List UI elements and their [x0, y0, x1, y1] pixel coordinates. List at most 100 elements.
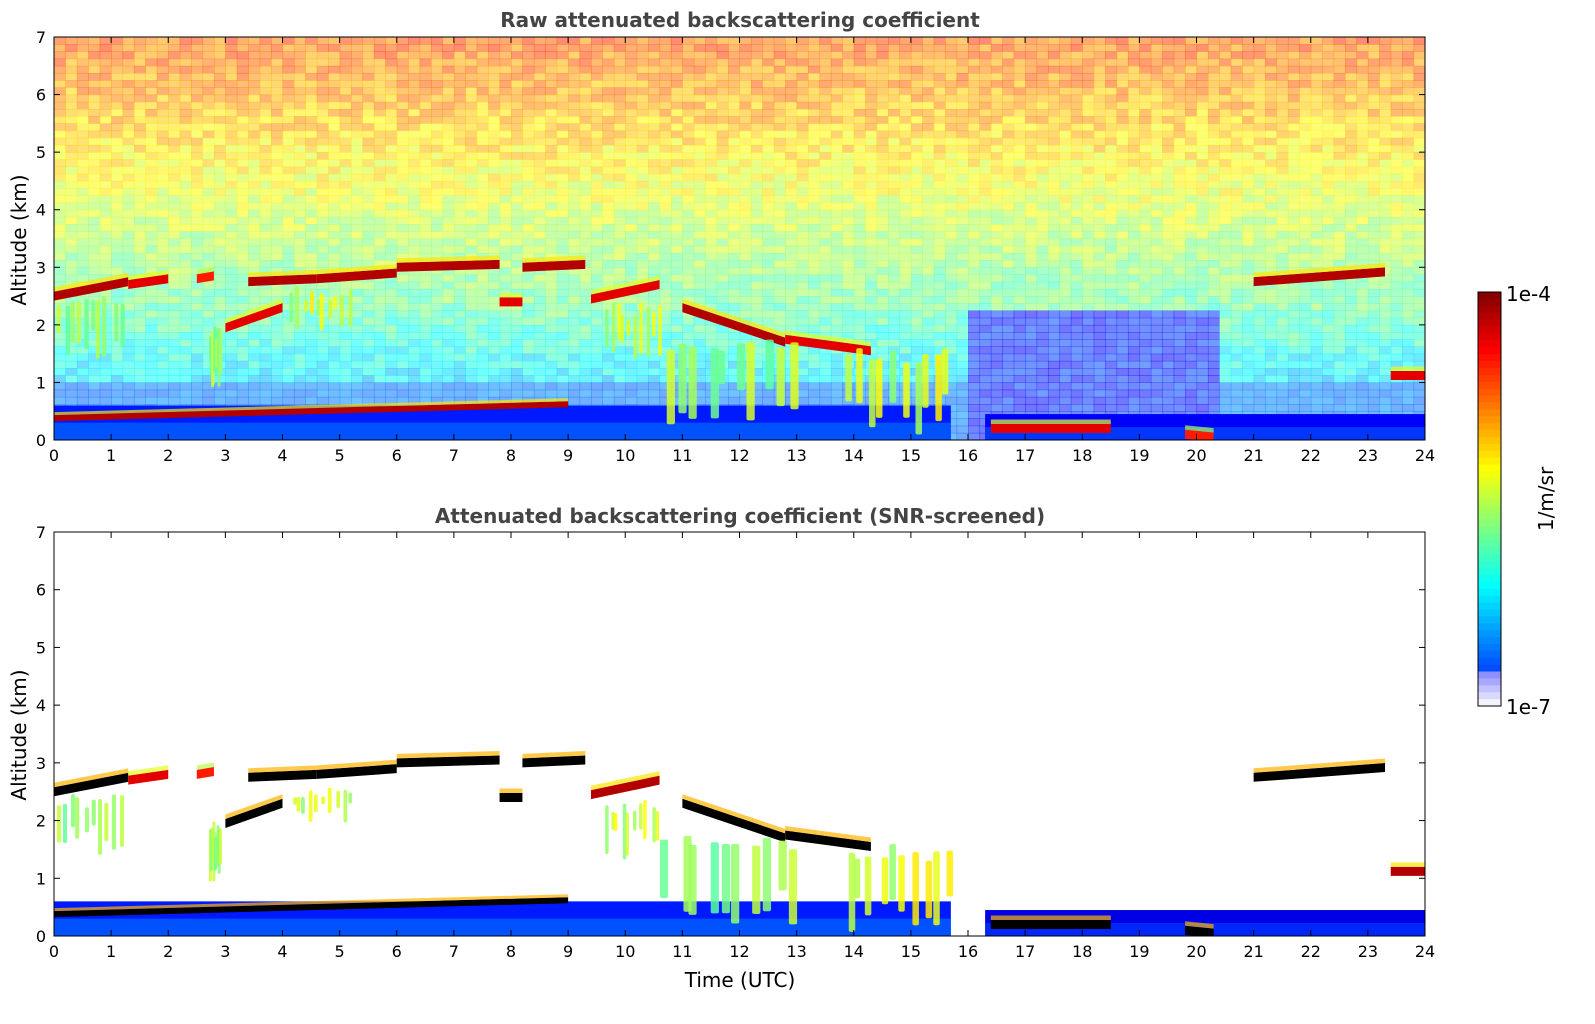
noise-cell [362, 238, 375, 247]
noise-cell [842, 195, 855, 204]
noise-cell [785, 130, 798, 139]
noise-cell [65, 144, 78, 153]
noise-cell [933, 188, 946, 196]
noise-cell [202, 101, 215, 110]
noise-cell [739, 296, 752, 304]
noise-cell [385, 37, 398, 45]
noise-cell [533, 296, 546, 304]
noise-cell [488, 368, 501, 376]
noise-cell [750, 173, 763, 182]
noise-cell [773, 72, 786, 81]
noise-cell [670, 332, 683, 340]
noise-cell [339, 260, 352, 268]
noise-cell [865, 108, 878, 117]
noise-cell [693, 94, 706, 103]
noise-cell [351, 166, 364, 175]
noise-cell [728, 202, 741, 211]
noise-cell [739, 267, 752, 276]
noise-cell [625, 144, 638, 153]
noise-cell [533, 281, 546, 290]
noise-cell [705, 231, 718, 240]
noise-cell [705, 37, 718, 45]
noise-cell [910, 296, 923, 304]
noise-cell [213, 231, 226, 240]
noise-cell [111, 245, 124, 254]
noise-cell [499, 72, 512, 81]
noise-cell [156, 72, 169, 81]
noise-cell [396, 281, 409, 290]
noise-cell [590, 180, 604, 189]
noise-cell [693, 72, 706, 81]
noise-cell [88, 202, 101, 211]
noise-cell [54, 216, 67, 225]
noise-cell [865, 116, 878, 124]
noise-cell [88, 346, 101, 355]
noise-cell [419, 281, 432, 290]
noise-cell [385, 65, 398, 74]
noise-cell [910, 245, 923, 254]
noise-cell [419, 173, 432, 182]
noise-cell [499, 173, 512, 182]
noise-cell [65, 375, 78, 384]
noise-cell [808, 144, 821, 153]
noise-cell [590, 152, 604, 160]
noise-cell [54, 195, 67, 204]
noise-cell [351, 288, 364, 297]
noise-cell [545, 195, 558, 204]
noise-cell [762, 37, 775, 45]
noise-cell [271, 123, 284, 132]
noise-cell [225, 252, 238, 261]
noise-cell [956, 296, 969, 304]
noise-cell [853, 303, 866, 312]
noise-cell [499, 303, 512, 312]
noise-cell [328, 317, 341, 326]
noise-cell [910, 209, 923, 218]
noise-cell [385, 58, 398, 67]
noise-cell [76, 339, 89, 348]
noise-cell [145, 324, 158, 333]
noise-cell [968, 37, 981, 45]
noise-cell [533, 216, 546, 225]
noise-cell [568, 353, 581, 362]
noise-cell [1013, 389, 1026, 398]
noise-cell [945, 51, 958, 60]
noise-cell [762, 188, 775, 196]
noise-cell [590, 209, 604, 218]
noise-cell [876, 202, 889, 211]
noise-cell [351, 245, 364, 254]
noise-cell [933, 108, 946, 117]
noise-cell [1059, 396, 1072, 405]
noise-cell [819, 137, 832, 146]
noise-cell [88, 339, 101, 348]
noise-cell [499, 274, 512, 283]
noise-cell [750, 87, 763, 96]
noise-cell [625, 209, 638, 218]
noise-cell [76, 389, 89, 398]
noise-cell [122, 94, 135, 103]
noise-cell [99, 87, 112, 96]
noise-cell [979, 404, 992, 412]
noise-cell [282, 101, 295, 110]
noise-cell [819, 58, 832, 67]
noise-cell [990, 303, 1003, 312]
noise-cell [590, 324, 604, 333]
noise-cell [202, 152, 215, 160]
noise-cell [670, 72, 683, 81]
noise-cell [533, 346, 546, 355]
noise-cell [659, 353, 672, 362]
noise-cell [1036, 202, 1049, 211]
noise-cell [876, 65, 889, 74]
noise-cell [842, 44, 855, 52]
noise-cell [819, 173, 832, 182]
noise-cell [453, 101, 466, 110]
noise-cell [819, 353, 832, 362]
noise-cell [773, 80, 786, 88]
noise-cell [750, 274, 763, 283]
noise-cell [225, 37, 238, 45]
noise-cell [271, 188, 284, 196]
noise-cell [945, 188, 958, 196]
noise-cell [499, 144, 512, 153]
noise-cell [305, 137, 318, 146]
noise-cell [213, 116, 226, 124]
noise-cell [339, 65, 352, 74]
